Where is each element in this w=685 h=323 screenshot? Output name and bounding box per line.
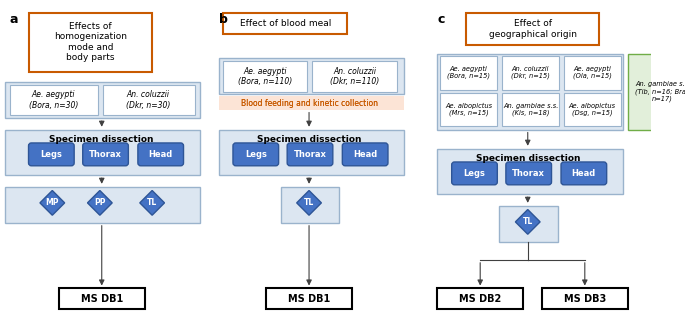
FancyBboxPatch shape	[281, 187, 340, 223]
FancyBboxPatch shape	[59, 288, 145, 309]
FancyBboxPatch shape	[233, 143, 279, 166]
FancyBboxPatch shape	[10, 85, 98, 115]
Text: Ae. aegypti
(Bora, n=15): Ae. aegypti (Bora, n=15)	[447, 66, 490, 79]
Text: Blood feeding and kinetic collection: Blood feeding and kinetic collection	[240, 99, 377, 108]
Text: Effect of blood meal: Effect of blood meal	[240, 19, 331, 28]
FancyBboxPatch shape	[219, 58, 404, 94]
FancyBboxPatch shape	[287, 143, 333, 166]
Text: c: c	[438, 13, 445, 26]
Text: MP: MP	[45, 198, 59, 207]
FancyBboxPatch shape	[5, 130, 200, 175]
Polygon shape	[140, 191, 164, 215]
Text: Specimen dissection: Specimen dissection	[257, 135, 361, 144]
FancyBboxPatch shape	[29, 13, 152, 72]
FancyBboxPatch shape	[438, 54, 623, 130]
FancyBboxPatch shape	[223, 61, 307, 92]
Text: MS DB3: MS DB3	[564, 294, 606, 304]
Text: Ae. albopictus
(Mrs, n=15): Ae. albopictus (Mrs, n=15)	[445, 103, 493, 117]
FancyBboxPatch shape	[219, 96, 404, 110]
FancyBboxPatch shape	[499, 206, 558, 242]
FancyBboxPatch shape	[440, 57, 497, 90]
FancyBboxPatch shape	[564, 93, 621, 126]
FancyBboxPatch shape	[506, 162, 551, 185]
FancyBboxPatch shape	[342, 143, 388, 166]
Polygon shape	[88, 191, 112, 215]
Text: b: b	[219, 13, 227, 26]
Text: Ae. albopictus
(Dsg, n=15): Ae. albopictus (Dsg, n=15)	[569, 103, 616, 117]
FancyBboxPatch shape	[266, 288, 352, 309]
Text: An. coluzzii
(Dkr, n=15): An. coluzzii (Dkr, n=15)	[511, 66, 550, 79]
FancyBboxPatch shape	[438, 288, 523, 309]
Text: Specimen dissection: Specimen dissection	[475, 154, 580, 163]
FancyBboxPatch shape	[466, 13, 599, 45]
Text: Legs: Legs	[464, 169, 486, 178]
Text: Blood feeding and kinetic collection: Blood feeding and kinetic collection	[240, 99, 377, 108]
FancyBboxPatch shape	[219, 130, 404, 175]
FancyBboxPatch shape	[223, 13, 347, 34]
FancyBboxPatch shape	[5, 82, 200, 118]
Text: TL: TL	[147, 198, 158, 207]
Polygon shape	[40, 191, 64, 215]
FancyBboxPatch shape	[627, 54, 685, 130]
Polygon shape	[515, 210, 540, 234]
Text: Effect of
geographical origin: Effect of geographical origin	[488, 19, 577, 38]
FancyBboxPatch shape	[438, 149, 623, 194]
Text: a: a	[10, 13, 18, 26]
FancyBboxPatch shape	[561, 162, 607, 185]
Text: MS DB1: MS DB1	[288, 294, 330, 304]
FancyBboxPatch shape	[312, 61, 397, 92]
FancyBboxPatch shape	[502, 93, 559, 126]
FancyBboxPatch shape	[5, 187, 200, 223]
Text: Ae. aegypti
(Bora, n=110): Ae. aegypti (Bora, n=110)	[238, 67, 292, 86]
FancyBboxPatch shape	[83, 143, 128, 166]
Text: MS DB2: MS DB2	[459, 294, 501, 304]
Text: Thorax: Thorax	[512, 169, 545, 178]
Polygon shape	[297, 191, 321, 215]
FancyBboxPatch shape	[138, 143, 184, 166]
Text: Thorax: Thorax	[89, 150, 122, 159]
FancyBboxPatch shape	[440, 93, 497, 126]
Text: TL: TL	[523, 217, 533, 226]
FancyBboxPatch shape	[451, 162, 497, 185]
Text: Head: Head	[149, 150, 173, 159]
Text: Head: Head	[353, 150, 377, 159]
Text: Legs: Legs	[245, 150, 266, 159]
Text: An. coluzzii
(Dkr, n=30): An. coluzzii (Dkr, n=30)	[126, 90, 171, 110]
Text: Effects of
homogenization
mode and
body parts: Effects of homogenization mode and body …	[54, 22, 127, 62]
Text: MS DB1: MS DB1	[81, 294, 123, 304]
FancyBboxPatch shape	[103, 85, 195, 115]
Text: Specimen dissection: Specimen dissection	[49, 135, 154, 144]
Text: PP: PP	[94, 198, 105, 207]
Text: Legs: Legs	[40, 150, 62, 159]
Text: An. gambiae s.l.
(Tib, n=16; Bra,
n=17): An. gambiae s.l. (Tib, n=16; Bra, n=17)	[635, 81, 685, 102]
Text: An. gambiae s.s.
(Kis, n=18): An. gambiae s.s. (Kis, n=18)	[503, 103, 558, 116]
Text: Head: Head	[572, 169, 596, 178]
Text: TL: TL	[304, 198, 314, 207]
Text: Thorax: Thorax	[294, 150, 327, 159]
FancyBboxPatch shape	[564, 57, 621, 90]
Text: Ae. aegypti
(Bora, n=30): Ae. aegypti (Bora, n=30)	[29, 90, 78, 110]
Text: An. coluzzii
(Dkr, n=110): An. coluzzii (Dkr, n=110)	[330, 67, 379, 86]
Text: Ae. aegypti
(Ola, n=15): Ae. aegypti (Ola, n=15)	[573, 66, 612, 79]
FancyBboxPatch shape	[542, 288, 627, 309]
FancyBboxPatch shape	[29, 143, 74, 166]
FancyBboxPatch shape	[502, 57, 559, 90]
